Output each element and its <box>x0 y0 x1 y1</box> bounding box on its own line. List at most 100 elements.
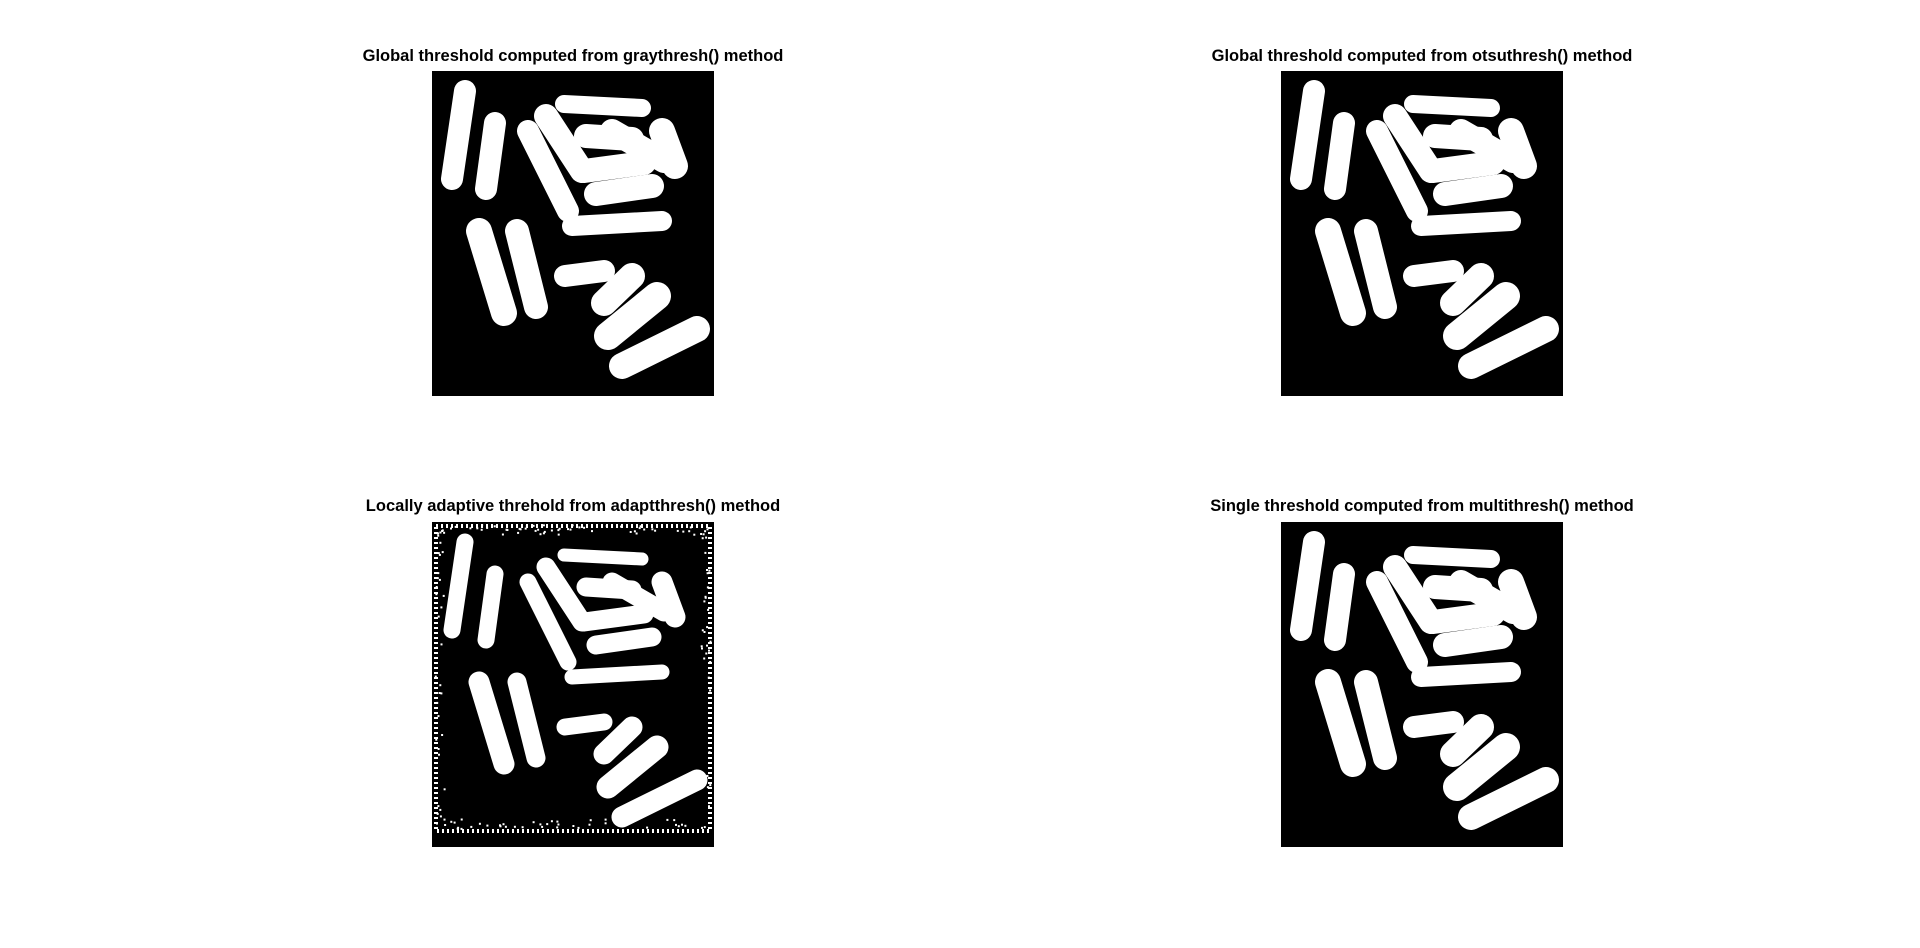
noise-speck <box>439 531 442 534</box>
noise-speck <box>709 784 712 787</box>
grain-blob <box>564 664 670 685</box>
panel-title-adaptthresh: Locally adaptive threhold from adaptthre… <box>365 497 781 515</box>
noise-speck <box>502 823 505 826</box>
noise-speck <box>440 643 443 646</box>
noise-speck <box>437 715 440 718</box>
grain-blob <box>1458 767 1559 830</box>
grain-blob <box>593 716 643 765</box>
noise-speck <box>704 595 707 598</box>
noise-speck <box>441 734 444 736</box>
panel-title-otsuthresh: Global threshold computed from otsuthres… <box>1211 47 1633 65</box>
noise-speck <box>434 675 437 678</box>
grain-blob <box>586 627 662 655</box>
grain-blob <box>1458 316 1559 379</box>
grain-blob <box>1433 174 1513 206</box>
grain-blob <box>441 80 476 190</box>
noise-speck <box>438 553 441 556</box>
grain-blob <box>1366 120 1428 222</box>
noise-speck <box>703 600 706 603</box>
noise-speck <box>439 808 442 811</box>
noise-speck <box>454 525 457 528</box>
noise-speck <box>681 823 683 826</box>
noise-speck <box>635 532 638 535</box>
grain-blob <box>1290 531 1325 641</box>
noise-speck <box>476 527 479 530</box>
noise-speck <box>439 684 442 687</box>
noise-speck <box>437 805 440 808</box>
grain-blob <box>611 769 708 828</box>
grain-blob <box>1315 218 1366 326</box>
noise-speck <box>572 825 575 827</box>
grain-blob <box>1449 570 1525 624</box>
noise-speck <box>440 606 443 609</box>
grain-blob <box>1498 569 1537 630</box>
grain-blob <box>562 211 672 236</box>
noise-speck <box>442 594 445 597</box>
panel-title-multithresh: Single threshold computed from multithre… <box>1210 497 1634 515</box>
noise-speck <box>438 753 440 756</box>
noise-speck <box>437 552 440 555</box>
noise-speck <box>700 533 703 535</box>
grain-blob <box>466 218 517 326</box>
noise-speck <box>689 526 692 529</box>
noise-speck <box>708 569 711 572</box>
grain-blob <box>557 548 649 566</box>
noise-speck <box>706 586 709 589</box>
grain-blob <box>475 112 506 200</box>
grain-blob <box>534 104 594 183</box>
grain-blob <box>1404 95 1500 117</box>
noise-speck <box>708 805 710 808</box>
noise-speck <box>437 748 440 750</box>
noise-speck <box>539 823 542 826</box>
noise-speck <box>693 533 696 536</box>
noise-speck <box>521 826 524 829</box>
panel-title-graythresh: Global threshold computed from graythres… <box>362 47 784 65</box>
noise-speck <box>541 825 544 828</box>
grain-blob <box>477 565 504 649</box>
grain-blob <box>1383 555 1443 634</box>
grain-blob <box>1443 733 1520 801</box>
noise-speck <box>704 551 707 554</box>
noise-speck <box>703 657 706 660</box>
noise-speck <box>703 631 706 633</box>
grain-blob <box>602 572 674 622</box>
noise-speck <box>437 572 440 575</box>
noise-speck <box>677 825 680 828</box>
noise-speck <box>706 774 709 777</box>
noise-speck <box>706 572 709 575</box>
grain-blob <box>507 672 546 768</box>
noise-speck <box>524 527 527 530</box>
grain-blob <box>1404 546 1500 568</box>
noise-speck <box>480 528 483 531</box>
noise-speck <box>441 551 444 554</box>
noise-speck <box>708 649 710 652</box>
noise-speck <box>518 527 521 530</box>
noise-speck <box>499 824 501 827</box>
grain-blob <box>505 219 548 319</box>
noise-speck <box>438 692 441 694</box>
grain-blob <box>1421 151 1505 183</box>
noise-speck <box>666 818 669 821</box>
grain-blob <box>1354 219 1397 319</box>
noise-speck <box>513 825 516 828</box>
noise-speck <box>441 530 444 532</box>
noise-speck <box>588 823 591 826</box>
grain-blob <box>517 120 579 222</box>
noise-speck <box>643 528 646 531</box>
noise-speck <box>450 820 453 823</box>
grain-blob <box>591 263 645 316</box>
noise-speck <box>435 738 438 741</box>
noise-speck <box>682 530 685 533</box>
noise-speck <box>460 818 463 821</box>
noise-speck <box>501 533 504 536</box>
noise-speck <box>557 533 560 536</box>
grain-blob <box>1421 602 1505 634</box>
noise-speck <box>646 826 649 829</box>
noise-speck <box>439 541 442 544</box>
noise-speck <box>709 661 712 663</box>
grain-blob <box>594 282 671 350</box>
noise-speck <box>532 524 535 527</box>
grain-blob <box>596 735 669 799</box>
noise-speck <box>701 537 704 540</box>
noise-speck <box>546 823 549 826</box>
